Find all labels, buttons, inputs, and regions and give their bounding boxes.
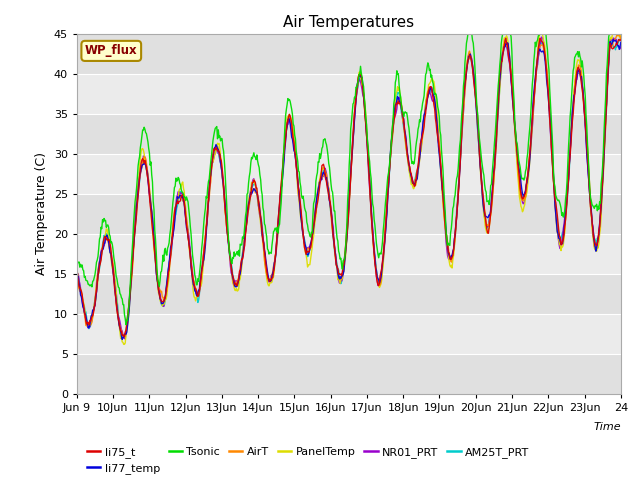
Text: Time: Time — [593, 422, 621, 432]
Bar — [77, 154, 621, 193]
Bar — [77, 114, 621, 154]
Bar — [77, 274, 621, 313]
Title: Air Temperatures: Air Temperatures — [284, 15, 414, 30]
Y-axis label: Air Temperature (C): Air Temperature (C) — [35, 152, 48, 275]
Bar — [77, 34, 621, 73]
Bar — [77, 234, 621, 274]
Bar — [77, 73, 621, 114]
Legend: li75_t, li77_temp, Tsonic, AirT, PanelTemp, NR01_PRT, AM25T_PRT: li75_t, li77_temp, Tsonic, AirT, PanelTe… — [83, 443, 534, 479]
Bar — [77, 313, 621, 354]
Text: WP_flux: WP_flux — [85, 44, 138, 58]
Bar — [77, 354, 621, 394]
Bar — [77, 193, 621, 234]
